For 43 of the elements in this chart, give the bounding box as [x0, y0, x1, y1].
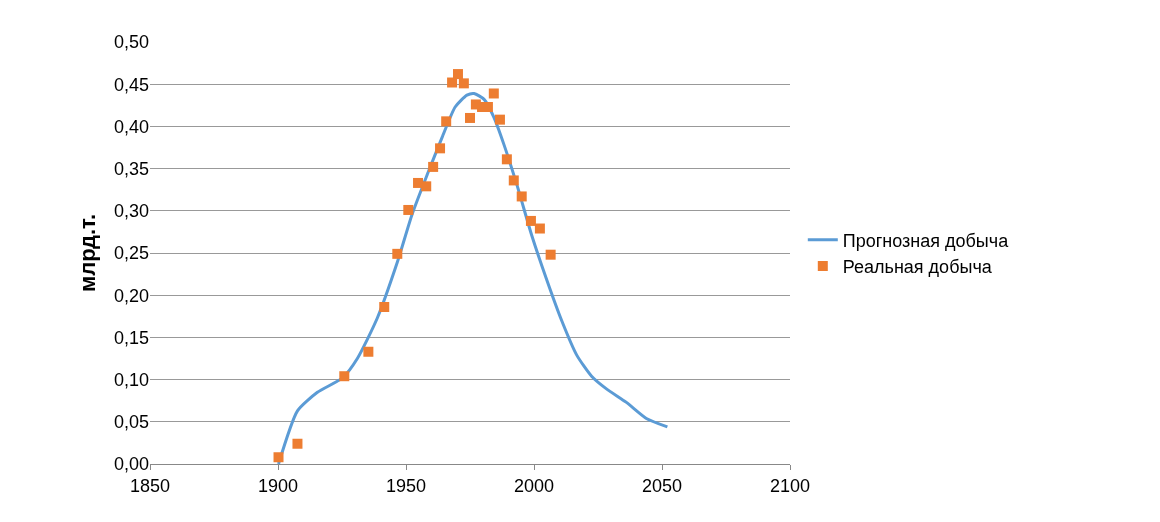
y-tick-label: 0,50 — [113, 32, 149, 53]
point — [525, 215, 536, 226]
point — [421, 181, 432, 192]
point — [447, 77, 458, 88]
x-tick-label: 1950 — [385, 475, 427, 496]
y-tick-label: 0,35 — [113, 158, 149, 179]
y-tick-label: 0,25 — [113, 243, 149, 264]
point — [379, 302, 390, 313]
point — [501, 154, 512, 165]
point — [339, 371, 350, 382]
point — [458, 78, 469, 89]
y-axis-title: млрд.т. — [74, 213, 100, 293]
y-tick-label: 0,10 — [113, 369, 149, 390]
point — [516, 191, 527, 202]
point — [428, 161, 439, 172]
point — [534, 223, 545, 234]
point — [441, 116, 452, 127]
y-tick-label: 0,20 — [113, 285, 149, 306]
x-tick-label: 2000 — [513, 475, 555, 496]
point — [403, 204, 414, 215]
y-tick-label: 0,30 — [113, 201, 149, 222]
point — [488, 88, 499, 99]
x-tick-label: 1850 — [129, 475, 171, 496]
point — [452, 69, 463, 80]
legend-label: Прогнозная добыча — [842, 230, 1010, 251]
y-tick-label: 0,45 — [113, 74, 149, 95]
point — [292, 438, 303, 449]
y-tick-label: 0,40 — [113, 116, 149, 137]
legend-label: Реальная добыча — [842, 257, 993, 278]
point — [392, 248, 403, 259]
y-tick-label: 0,05 — [113, 412, 149, 433]
point — [273, 452, 284, 463]
x-tick-label: 2100 — [769, 475, 811, 496]
x-tick-label: 2050 — [641, 475, 683, 496]
point — [435, 143, 446, 154]
y-tick-label: 0,15 — [113, 327, 149, 348]
point — [363, 346, 374, 357]
x-tick-label: 1900 — [257, 475, 299, 496]
point — [494, 114, 505, 125]
point — [465, 112, 475, 123]
point — [508, 175, 519, 186]
point — [545, 249, 556, 260]
y-tick-label: 0,00 — [113, 454, 149, 475]
